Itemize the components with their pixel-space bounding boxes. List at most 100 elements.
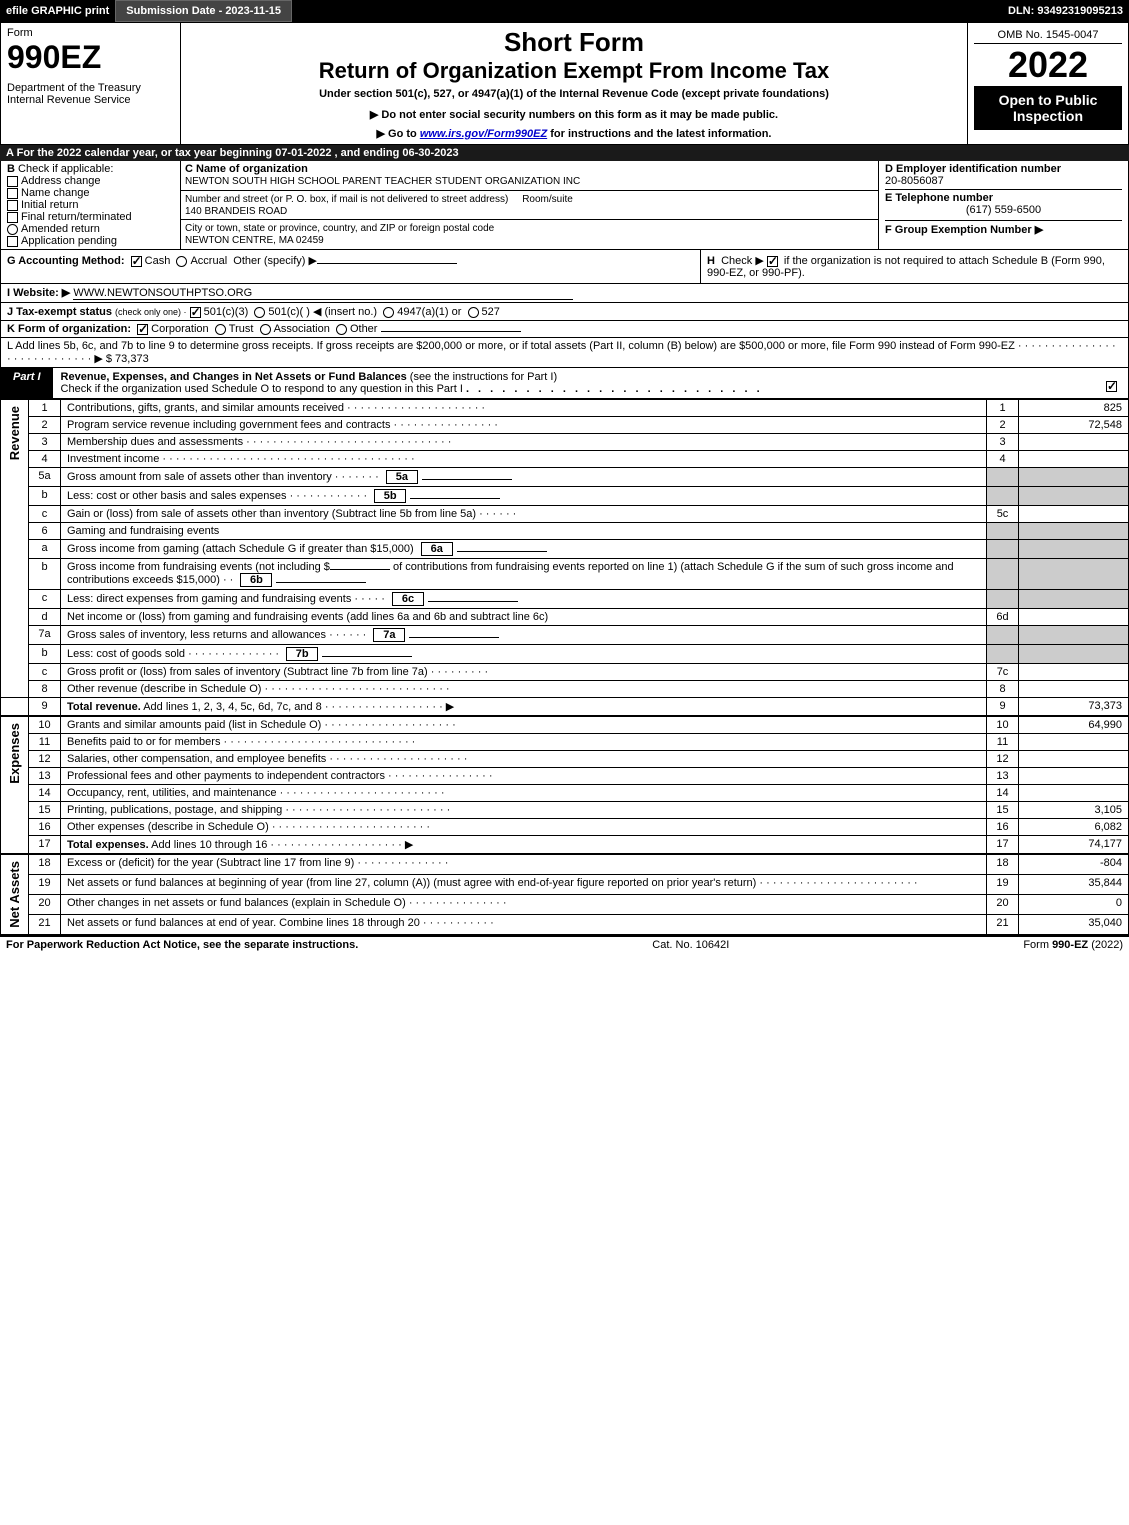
irs-link[interactable]: www.irs.gov/Form990EZ: [420, 128, 547, 140]
section-i: I Website: ▶ WWW.NEWTONSOUTHPTSO.ORG: [0, 284, 1129, 303]
line-20-amt: 0: [1019, 894, 1129, 914]
line-19-num: 19: [29, 874, 61, 894]
checkbox-corporation[interactable]: [137, 324, 148, 335]
line-16-desc: Other expenses (describe in Schedule O) …: [61, 819, 987, 836]
line-7c-amt: [1019, 664, 1129, 681]
radio-association[interactable]: [260, 324, 271, 335]
section-h: H Check ▶ if the organization is not req…: [701, 250, 1129, 284]
line-5a-amt-shade: [1019, 468, 1129, 487]
line-6c-rn-shade: [987, 590, 1019, 609]
checkbox-name-change[interactable]: [7, 188, 18, 199]
checkbox-app-pending[interactable]: [7, 236, 18, 247]
header-left: Form 990EZ Department of the Treasury In…: [1, 23, 181, 144]
line-1-amt: 825: [1019, 400, 1129, 417]
line-3-num: 3: [29, 434, 61, 451]
line-1-num: 1: [29, 400, 61, 417]
line-1-rn: 1: [987, 400, 1019, 417]
line-6b-amt-shade: [1019, 559, 1129, 590]
line-5b-amt-shade: [1019, 487, 1129, 506]
checkbox-initial-return[interactable]: [7, 200, 18, 211]
line-7b-amt-shade: [1019, 645, 1129, 664]
line-3-amt: [1019, 434, 1129, 451]
section-k: K Form of organization: Corporation Trus…: [0, 321, 1129, 338]
line-8-num: 8: [29, 681, 61, 698]
trust-label: Trust: [229, 323, 254, 335]
line-18-num: 18: [29, 854, 61, 874]
checkbox-schedule-o[interactable]: [1106, 381, 1117, 392]
line-16-rn: 16: [987, 819, 1019, 836]
line-9-num: 9: [29, 698, 61, 717]
part-1-check-line: Check if the organization used Schedule …: [61, 383, 463, 395]
phone-value: (617) 559-6500: [885, 204, 1122, 216]
line-7a-amt-shade: [1019, 626, 1129, 645]
submission-date-button[interactable]: Submission Date - 2023-11-15: [115, 0, 292, 22]
line-3-desc: Membership dues and assessments · · · · …: [61, 434, 987, 451]
radio-501c[interactable]: [254, 307, 265, 318]
line-21-amt: 35,040: [1019, 914, 1129, 934]
part-1-hint: (see the instructions for Part I): [407, 371, 557, 383]
radio-other-org[interactable]: [336, 324, 347, 335]
line-3-rn: 3: [987, 434, 1019, 451]
line-18-amt: -804: [1019, 854, 1129, 874]
j-label: J Tax-exempt status: [7, 306, 115, 318]
checkbox-501c3[interactable]: [190, 307, 201, 318]
line-7c-desc: Gross profit or (loss) from sales of inv…: [61, 664, 987, 681]
radio-527[interactable]: [468, 307, 479, 318]
form-header: Form 990EZ Department of the Treasury In…: [0, 22, 1129, 145]
line-7b-rn-shade: [987, 645, 1019, 664]
footer-cat: Cat. No. 10642I: [652, 939, 729, 951]
line-6a-desc: Gross income from gaming (attach Schedul…: [61, 540, 987, 559]
d-label: D Employer identification number: [885, 163, 1061, 175]
initial-label: Initial return: [21, 199, 78, 211]
line-14-rn: 14: [987, 785, 1019, 802]
line-2-amt: 72,548: [1019, 417, 1129, 434]
line-6-desc: Gaming and fundraising events: [61, 523, 987, 540]
line-13-amt: [1019, 768, 1129, 785]
4947-label: 4947(a)(1) or: [397, 306, 461, 318]
short-form-title: Short Form: [187, 27, 961, 58]
c-city-cell: City or town, state or province, country…: [181, 220, 879, 249]
radio-trust[interactable]: [215, 324, 226, 335]
line-15-amt: 3,105: [1019, 802, 1129, 819]
checkbox-final-return[interactable]: [7, 212, 18, 223]
section-g: G Accounting Method: Cash Accrual Other …: [1, 250, 701, 284]
radio-amended-return[interactable]: [7, 224, 18, 235]
part-1-tab: Part I: [1, 368, 53, 398]
line-6d-rn: 6d: [987, 609, 1019, 626]
checkbox-cash[interactable]: [131, 256, 142, 267]
line-13-rn: 13: [987, 768, 1019, 785]
line-5c-amt: [1019, 506, 1129, 523]
tax-year: 2022: [974, 44, 1122, 86]
line-7a-num: 7a: [29, 626, 61, 645]
goto-post: for instructions and the latest informat…: [547, 128, 771, 140]
line-4-num: 4: [29, 451, 61, 468]
radio-accrual[interactable]: [176, 256, 187, 267]
part-1-title-text: Revenue, Expenses, and Changes in Net As…: [61, 371, 407, 383]
efile-label[interactable]: efile GRAPHIC print: [0, 3, 115, 19]
line-20-desc: Other changes in net assets or fund bala…: [61, 894, 987, 914]
line-5a-rn-shade: [987, 468, 1019, 487]
form-word: Form: [7, 27, 174, 39]
section-b: B Check if applicable: Address change Na…: [1, 161, 181, 250]
line-6b-rn-shade: [987, 559, 1019, 590]
line-12-desc: Salaries, other compensation, and employ…: [61, 751, 987, 768]
line-6a-amt-shade: [1019, 540, 1129, 559]
insert-no-label: ◀ (insert no.): [313, 306, 377, 318]
entity-block: B Check if applicable: Address change Na…: [0, 161, 1129, 250]
line-2-desc: Program service revenue including govern…: [61, 417, 987, 434]
line-19-rn: 19: [987, 874, 1019, 894]
footer-left: For Paperwork Reduction Act Notice, see …: [6, 939, 358, 951]
city-value: NEWTON CENTRE, MA 02459: [185, 235, 324, 246]
radio-4947[interactable]: [383, 307, 394, 318]
name-change-label: Name change: [21, 187, 90, 199]
line-6-amt-shade: [1019, 523, 1129, 540]
checkbox-sched-b[interactable]: [767, 256, 778, 267]
checkbox-address-change[interactable]: [7, 176, 18, 187]
cash-label: Cash: [145, 255, 171, 267]
open-to-public: Open to Public Inspection: [974, 86, 1122, 130]
line-14-desc: Occupancy, rent, utilities, and maintena…: [61, 785, 987, 802]
line-2-rn: 2: [987, 417, 1019, 434]
line-11-rn: 11: [987, 734, 1019, 751]
line-4-rn: 4: [987, 451, 1019, 468]
line-18-desc: Excess or (deficit) for the year (Subtra…: [61, 854, 987, 874]
